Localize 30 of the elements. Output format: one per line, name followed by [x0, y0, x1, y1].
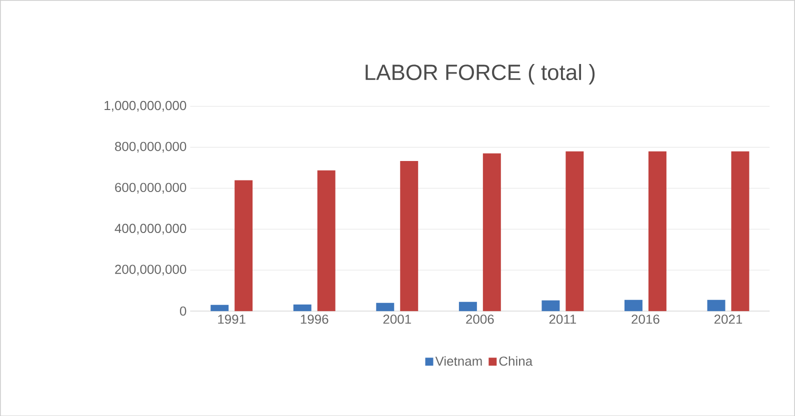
legend-label: China: [499, 356, 533, 366]
x-tick-label: 2001: [383, 314, 411, 324]
x-tick-label: 2006: [466, 314, 494, 324]
bar: [458, 302, 477, 311]
legend-label: Vietnam: [435, 356, 482, 366]
y-tick-label: 800,000,000: [115, 142, 186, 152]
bar: [376, 302, 394, 311]
bar: [542, 300, 560, 311]
bar: [293, 304, 312, 311]
bar: [482, 153, 501, 311]
bar: [234, 180, 253, 311]
chart-title: LABOR FORCE ( total ): [366, 64, 595, 84]
x-tick-label: 2011: [549, 314, 576, 324]
x-tick-label: 2016: [632, 314, 660, 324]
x-tick-label: 1996: [300, 314, 328, 324]
bar: [624, 300, 642, 311]
bar: [317, 170, 336, 311]
bar: [731, 151, 750, 311]
y-tick-label: 400,000,000: [114, 224, 186, 234]
y-tick-label: 1,000,000,000: [104, 100, 186, 112]
x-tick-label: 1991: [218, 314, 246, 324]
x-tick-label: 2021: [714, 314, 742, 324]
y-tick-label: 200,000,000: [115, 264, 186, 276]
bar: [566, 151, 584, 311]
bar: [707, 300, 726, 311]
bar: [210, 304, 229, 311]
y-tick-label: 0: [180, 306, 186, 316]
bar: [648, 151, 666, 311]
y-tick-label: 600,000,000: [115, 182, 186, 194]
bar: [400, 160, 418, 311]
